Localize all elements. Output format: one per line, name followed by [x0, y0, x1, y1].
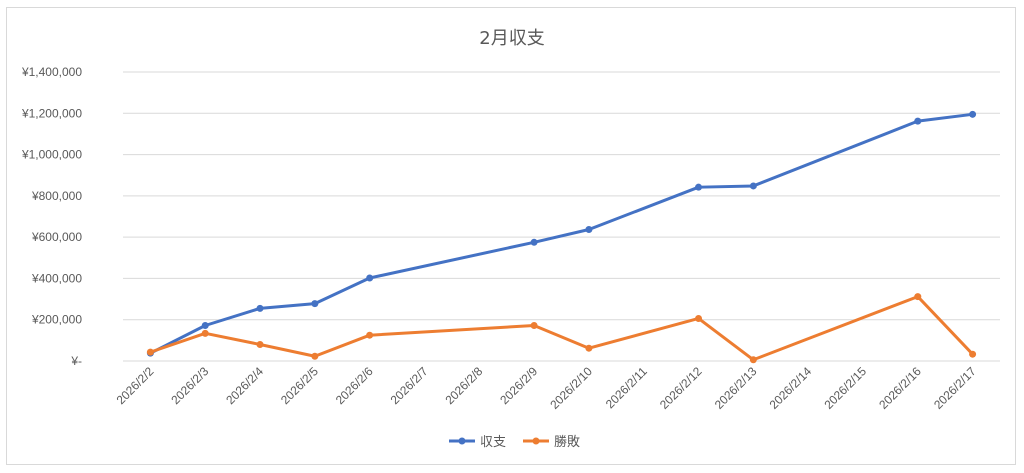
data-point — [146, 348, 154, 356]
data-point — [256, 340, 264, 348]
y-tick-label: ¥- — [70, 354, 82, 368]
y-tick-label: ¥1,000,000 — [21, 148, 82, 162]
legend-swatch-marker — [458, 437, 466, 445]
x-tick-label: 2026/2/2 — [114, 364, 157, 407]
data-point — [914, 293, 922, 301]
data-point — [311, 300, 319, 308]
data-point — [530, 238, 538, 246]
data-point — [201, 329, 209, 337]
gridlines — [123, 71, 1000, 362]
x-axis-ticks: 2026/2/2 2026/2/3 2026/2/4 2026/2/5 2026/2/6… — [114, 364, 979, 412]
data-point — [256, 304, 264, 312]
y-tick-label: ¥1,200,000 — [21, 106, 82, 120]
data-point — [311, 352, 319, 360]
x-tick-label: 2026/2/9 — [497, 364, 540, 407]
chart-frame — [6, 7, 1016, 465]
x-tick-label: 2026/2/10 — [547, 364, 595, 412]
x-tick-label: 2026/2/6 — [333, 364, 376, 407]
x-tick-label: 2026/2/4 — [223, 364, 266, 407]
x-tick-label: 2026/2/3 — [168, 364, 211, 407]
x-tick-label: 2026/2/16 — [876, 364, 924, 412]
data-point — [585, 344, 593, 352]
x-tick-label: 2026/2/8 — [442, 364, 485, 407]
legend-label: 収支 — [480, 435, 506, 450]
legend-item: 収支 — [449, 435, 506, 450]
legend: 収支 勝敗 — [449, 435, 580, 450]
legend-swatch-marker — [532, 437, 540, 445]
x-tick-label: 2026/2/5 — [278, 364, 321, 407]
y-tick-label: ¥200,000 — [31, 313, 82, 327]
data-point — [366, 274, 374, 282]
series-2 — [146, 293, 977, 364]
data-point — [969, 350, 977, 358]
series-lines — [146, 110, 977, 364]
x-tick-label: 2026/2/11 — [603, 364, 650, 411]
series-line — [149, 112, 973, 355]
data-point — [695, 183, 703, 191]
x-tick-label: 2026/2/7 — [388, 364, 431, 407]
y-tick-label: ¥400,000 — [31, 271, 82, 285]
data-point — [969, 110, 977, 118]
data-point — [585, 226, 593, 234]
data-point — [695, 314, 703, 322]
legend-label: 勝敗 — [554, 435, 580, 450]
data-point — [201, 321, 209, 329]
y-tick-label: ¥800,000 — [31, 189, 82, 203]
data-point — [914, 117, 922, 125]
x-tick-label: 2026/2/13 — [712, 364, 760, 412]
data-point — [749, 356, 757, 364]
data-point — [749, 182, 757, 190]
chart-title: 2月収支 — [479, 28, 544, 49]
x-tick-label: 2026/2/17 — [931, 364, 979, 412]
x-tick-label: 2026/2/14 — [767, 364, 815, 412]
x-tick-label: 2026/2/15 — [821, 364, 869, 412]
data-point — [366, 331, 374, 339]
y-axis-ticks: ¥- ¥200,000 ¥400,000 ¥600,000 ¥800,000 ¥1,000… — [21, 65, 82, 368]
y-tick-label: ¥600,000 — [31, 230, 82, 244]
x-tick-label: 2026/2/12 — [657, 364, 705, 412]
y-tick-label: ¥1,400,000 — [21, 65, 82, 79]
legend-item: 勝敗 — [523, 435, 580, 450]
data-point — [530, 321, 538, 329]
